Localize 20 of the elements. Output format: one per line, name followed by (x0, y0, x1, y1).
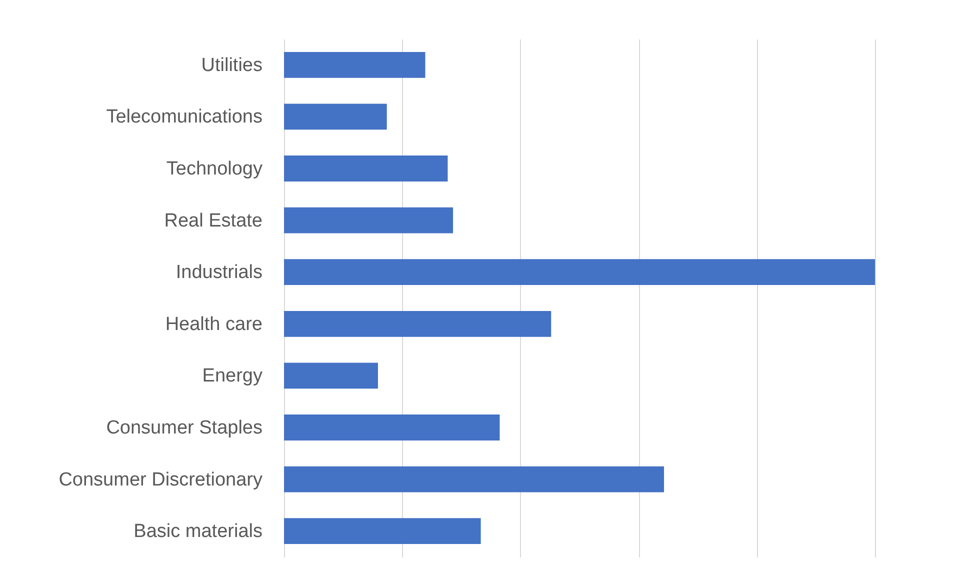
y-tick-label: Basic materials (134, 521, 262, 542)
bar (284, 414, 500, 440)
bar (284, 466, 664, 492)
bar (284, 518, 481, 544)
bar (284, 52, 426, 78)
bar (284, 362, 378, 389)
y-tick-label: Real Estate (164, 210, 262, 232)
bar (284, 104, 387, 130)
y-tick-label: Technology (166, 158, 263, 180)
y-tick-label: Health care (165, 314, 262, 335)
bar (284, 207, 454, 234)
y-tick-label: Energy (202, 366, 263, 387)
bar (284, 156, 448, 182)
y-tick-label: Industrials (176, 262, 262, 284)
y-tick-label: Consumer Discretionary (58, 469, 263, 490)
bar (284, 259, 875, 286)
y-tick-label: Telecomunications (106, 106, 262, 128)
y-tick-label: Utilities (201, 54, 262, 76)
y-tick-label: Consumer Staples (106, 418, 262, 438)
bar (284, 310, 552, 337)
